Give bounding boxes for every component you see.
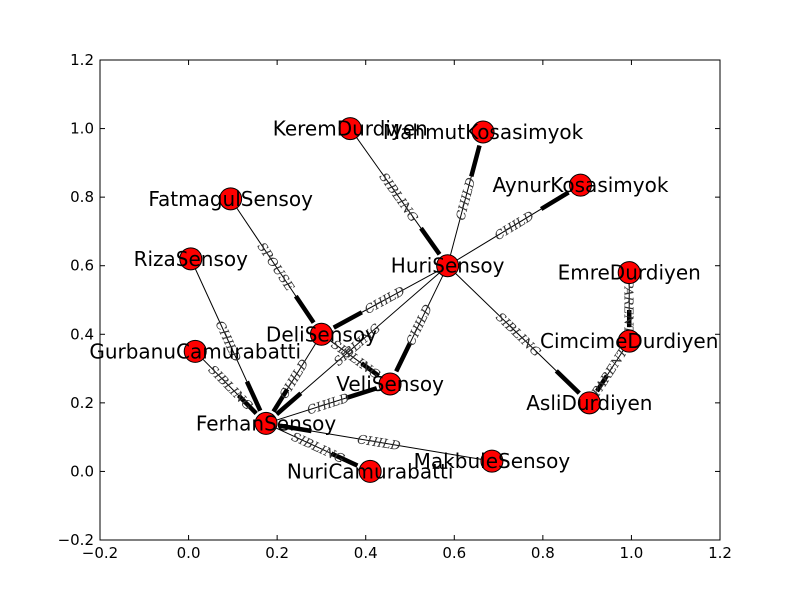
axes-layer: −0.2 0.0 0.2 0.4 0.6 0.8 1.0 1.2 −0.2 0.0 0.2 0.4 0.… <box>58 51 732 562</box>
edge-arrowhead <box>345 386 378 401</box>
y-tick-label: 0.0 <box>70 462 94 480</box>
node-circle <box>219 187 243 211</box>
node-circle <box>436 254 460 278</box>
edge-arrowhead <box>275 391 303 416</box>
edge-arrowhead <box>540 190 570 211</box>
node-label: EmreDurdiyen <box>558 261 701 285</box>
node-label: RizaSensoy <box>134 247 249 271</box>
node-circle <box>358 459 382 483</box>
node-label: HuriSensoy <box>391 254 505 278</box>
edge-arrowhead <box>419 226 442 256</box>
edge-arrowhead <box>279 423 312 434</box>
edge-arrowhead <box>595 374 609 393</box>
edge-arrowhead <box>554 369 581 395</box>
edge-arrowhead <box>271 388 290 413</box>
node-label: MakbuleSensoy <box>414 449 571 473</box>
y-tick-label: 0.8 <box>70 188 94 206</box>
edge-label: PARENT <box>622 279 637 336</box>
node-circle <box>179 247 203 271</box>
x-tick-label: 0.6 <box>442 544 466 562</box>
node-label: DeliSensoy <box>266 322 377 346</box>
node-circle <box>183 339 207 363</box>
node-circle <box>338 117 362 141</box>
x-tick-label: 0.2 <box>265 544 289 562</box>
nodes-layer <box>179 117 641 483</box>
node-label: GurbanuCamurabatti <box>89 339 301 363</box>
node-label: CimcimeDurdiyen <box>540 329 718 353</box>
node-label: AynurKosasimyok <box>493 173 669 197</box>
x-tick-label: 0.0 <box>177 544 201 562</box>
node-circle <box>378 372 402 396</box>
edge-arrowhead <box>360 361 381 378</box>
node-circle <box>254 411 278 435</box>
y-tick-label: 0.4 <box>70 325 94 343</box>
edge-arrowhead <box>469 144 482 178</box>
node-circle <box>309 322 333 346</box>
y-tick-label: 0.6 <box>70 257 94 275</box>
node-label: AsliDurdiyen <box>526 391 652 415</box>
y-tick-label: −0.2 <box>58 531 94 549</box>
node-label: FerhanSensoy <box>196 411 337 435</box>
edge-arrowhead <box>293 294 316 324</box>
x-tick-label: 1.0 <box>619 544 643 562</box>
node-label: VeliSensoy <box>336 372 444 396</box>
edges-layer <box>190 128 632 468</box>
edge-arrowhead <box>394 341 413 373</box>
x-tick-label: −0.2 <box>82 544 118 562</box>
y-tick-label: 1.2 <box>70 51 94 69</box>
edge-arrowhead <box>330 451 359 468</box>
node-label: KeremDurdiyen <box>273 117 428 141</box>
edge-arrowhead <box>236 393 258 416</box>
node-circle <box>577 391 601 415</box>
x-tick-label: 0.4 <box>354 544 378 562</box>
node-circle <box>480 449 504 473</box>
y-tick-label: 0.2 <box>70 394 94 412</box>
axes-frame <box>99 59 721 541</box>
node-label: FatmagulSensoy <box>148 187 313 211</box>
x-tick-label: 0.8 <box>531 544 555 562</box>
node-circle <box>569 173 592 197</box>
node-circle <box>617 329 641 353</box>
y-tick-label: 1.0 <box>70 120 94 138</box>
edge-arrowhead <box>244 380 263 412</box>
edge-arrowhead <box>332 310 363 330</box>
edge-line <box>276 265 448 415</box>
edge-label: CHILD <box>356 431 402 453</box>
edge-line <box>279 425 493 462</box>
node-label: MahmutKosasimyok <box>383 120 584 144</box>
x-tick-label: 1.2 <box>708 544 732 562</box>
node-circle <box>471 120 495 144</box>
node-label: NuriCamurabatti <box>287 459 453 483</box>
node-circle <box>617 261 641 285</box>
